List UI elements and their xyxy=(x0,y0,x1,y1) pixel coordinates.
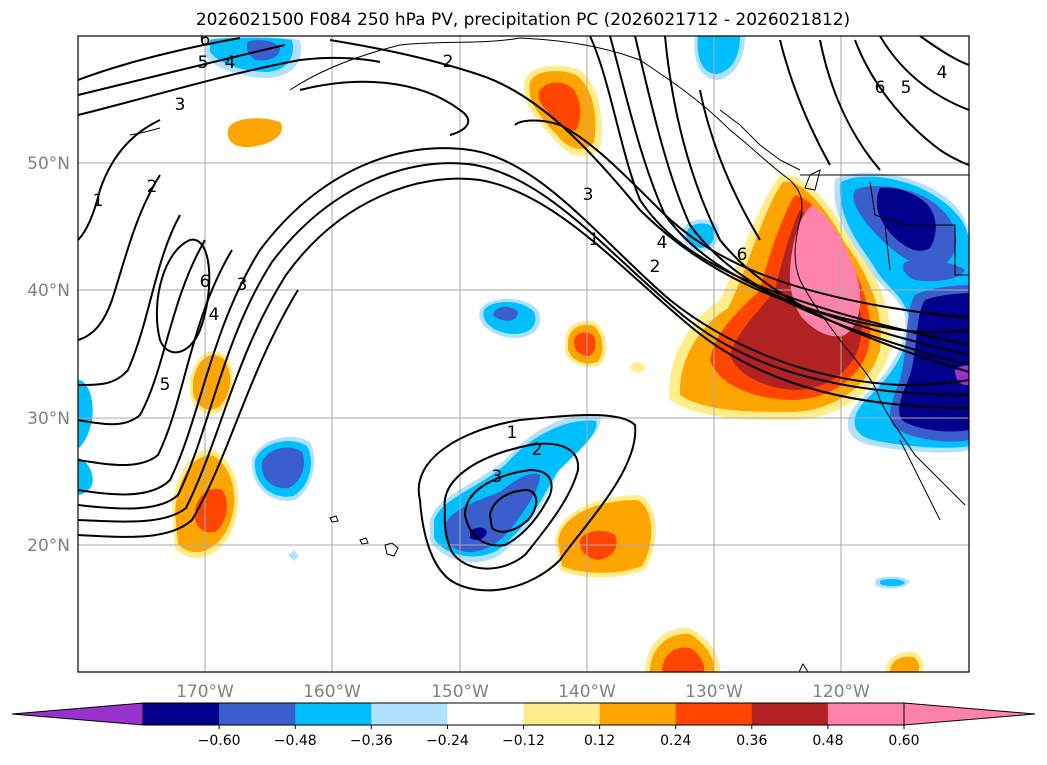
pv-contour-label: 3 xyxy=(583,185,594,205)
lon-label: 120°W xyxy=(812,682,870,702)
pv-contour-label: 1 xyxy=(589,230,600,250)
lon-label: 140°W xyxy=(558,682,616,702)
pv-contour-label: 5 xyxy=(901,78,912,98)
pv-contour-label: 1 xyxy=(507,423,518,443)
pv-contour-label: 1 xyxy=(93,191,104,211)
figure-title: 2026021500 F084 250 hPa PV, precipitatio… xyxy=(196,10,850,30)
precip-positive-region xyxy=(890,656,920,672)
colorbar-extend-low xyxy=(11,702,144,726)
colorbar-tick-label: 0.24 xyxy=(660,733,691,749)
colorbar-tick-label: −0.36 xyxy=(350,733,393,749)
precip-positive-region xyxy=(630,362,645,373)
precip-negative-region xyxy=(78,458,93,495)
latitude-labels: 50°N 40°N 30°N 20°N xyxy=(27,154,70,556)
precip-negative-region xyxy=(880,578,905,587)
lat-label: 20°N xyxy=(27,536,70,556)
pv-contour-label: 3 xyxy=(237,275,248,295)
colorbar-segment xyxy=(675,703,753,725)
coastlines xyxy=(129,37,966,672)
colorbar-segment xyxy=(371,703,448,725)
colorbar-tick-label: 0.48 xyxy=(812,733,843,749)
colorbar-segment xyxy=(143,703,220,725)
colorbar-tick-label: 0.12 xyxy=(584,733,615,749)
lon-label: 150°W xyxy=(431,682,489,702)
map-frame xyxy=(77,35,970,673)
precip-negative-region xyxy=(899,293,969,432)
precip-negative-region xyxy=(493,306,518,321)
precip-positive-region xyxy=(227,118,282,148)
precip-negative-region xyxy=(876,187,936,251)
lat-label: 30°N xyxy=(27,409,70,429)
pv-contour-label: 2 xyxy=(650,257,661,277)
pv-contour-label: 4 xyxy=(225,53,236,73)
lon-label: 130°W xyxy=(685,682,743,702)
pv-contour-label: 2 xyxy=(532,440,543,460)
pv-contour-label: 2 xyxy=(443,52,454,72)
pv-contour-label: 4 xyxy=(657,233,668,253)
pv-contour-label: 2 xyxy=(147,177,158,197)
precip-negative-region xyxy=(444,473,540,552)
longitude-labels: 170°W 160°W 150°W 140°W 130°W 120°W xyxy=(176,682,870,702)
colorbar-segment xyxy=(219,703,296,725)
map-panel: 1 2 3 5 4 6 2 6 4 3 5 3 1 4 2 6 1 2 3 6 xyxy=(27,30,970,702)
pv-contour-label: 3 xyxy=(492,467,503,487)
precip-positive-region xyxy=(193,354,231,410)
colorbar-tick-label: 0.60 xyxy=(888,733,919,749)
precip-positive-region xyxy=(573,332,596,356)
precip-negative-region xyxy=(288,550,299,561)
precip-negative-region xyxy=(903,260,965,282)
colorbar-ticks: −0.60 −0.48 −0.36 −0.24 −0.12 0.12 0.24 0.36 0.4… xyxy=(198,725,920,749)
colorbar-extend-high xyxy=(903,702,1036,726)
colorbar-tick-label: −0.60 xyxy=(198,733,241,749)
colorbar-tick-label: −0.24 xyxy=(426,733,469,749)
colorbar-segment xyxy=(827,703,905,725)
colorbar-segment xyxy=(447,703,524,725)
colorbar-segment xyxy=(599,703,677,725)
pv-contour-label: 6 xyxy=(737,245,748,265)
colorbar-segment xyxy=(523,703,601,725)
pv-contour-label: 4 xyxy=(937,63,948,83)
precip-positive-region xyxy=(662,647,705,672)
lat-label: 50°N xyxy=(27,154,70,174)
pv-contour-label: 4 xyxy=(209,305,220,325)
pv-contour-label: 3 xyxy=(175,95,186,115)
colorbar-tick-label: 0.36 xyxy=(736,733,767,749)
precip-positive-region xyxy=(538,82,581,131)
colorbar-segments xyxy=(143,703,905,725)
pv-contours xyxy=(78,36,969,592)
colorbar-tick-label: −0.12 xyxy=(502,733,545,749)
precip-negative-region xyxy=(78,380,93,448)
pv-contour-labels: 1 2 3 5 4 6 2 6 4 3 5 3 1 4 2 6 1 2 3 6 xyxy=(93,30,948,487)
political-borders xyxy=(800,174,969,276)
precip-negative-region xyxy=(261,447,305,489)
precip-negative-region xyxy=(470,527,487,540)
colorbar: −0.60 −0.48 −0.36 −0.24 −0.12 0.12 0.24 0.36 0.4… xyxy=(11,702,1036,749)
lon-label: 170°W xyxy=(176,682,234,702)
precip-negative-region xyxy=(697,36,740,74)
lon-label: 160°W xyxy=(303,682,361,702)
colorbar-segment xyxy=(295,703,372,725)
pv-contour-label: 6 xyxy=(875,78,886,98)
colorbar-tick-label: −0.48 xyxy=(274,733,317,749)
lat-label: 40°N xyxy=(27,281,70,301)
pv-contour-label: 6 xyxy=(200,30,211,50)
pv-contour-label: 5 xyxy=(198,53,209,73)
pv-contour-label: 6 xyxy=(200,272,211,292)
pv-contour-label: 5 xyxy=(160,375,171,395)
colorbar-segment xyxy=(751,703,829,725)
